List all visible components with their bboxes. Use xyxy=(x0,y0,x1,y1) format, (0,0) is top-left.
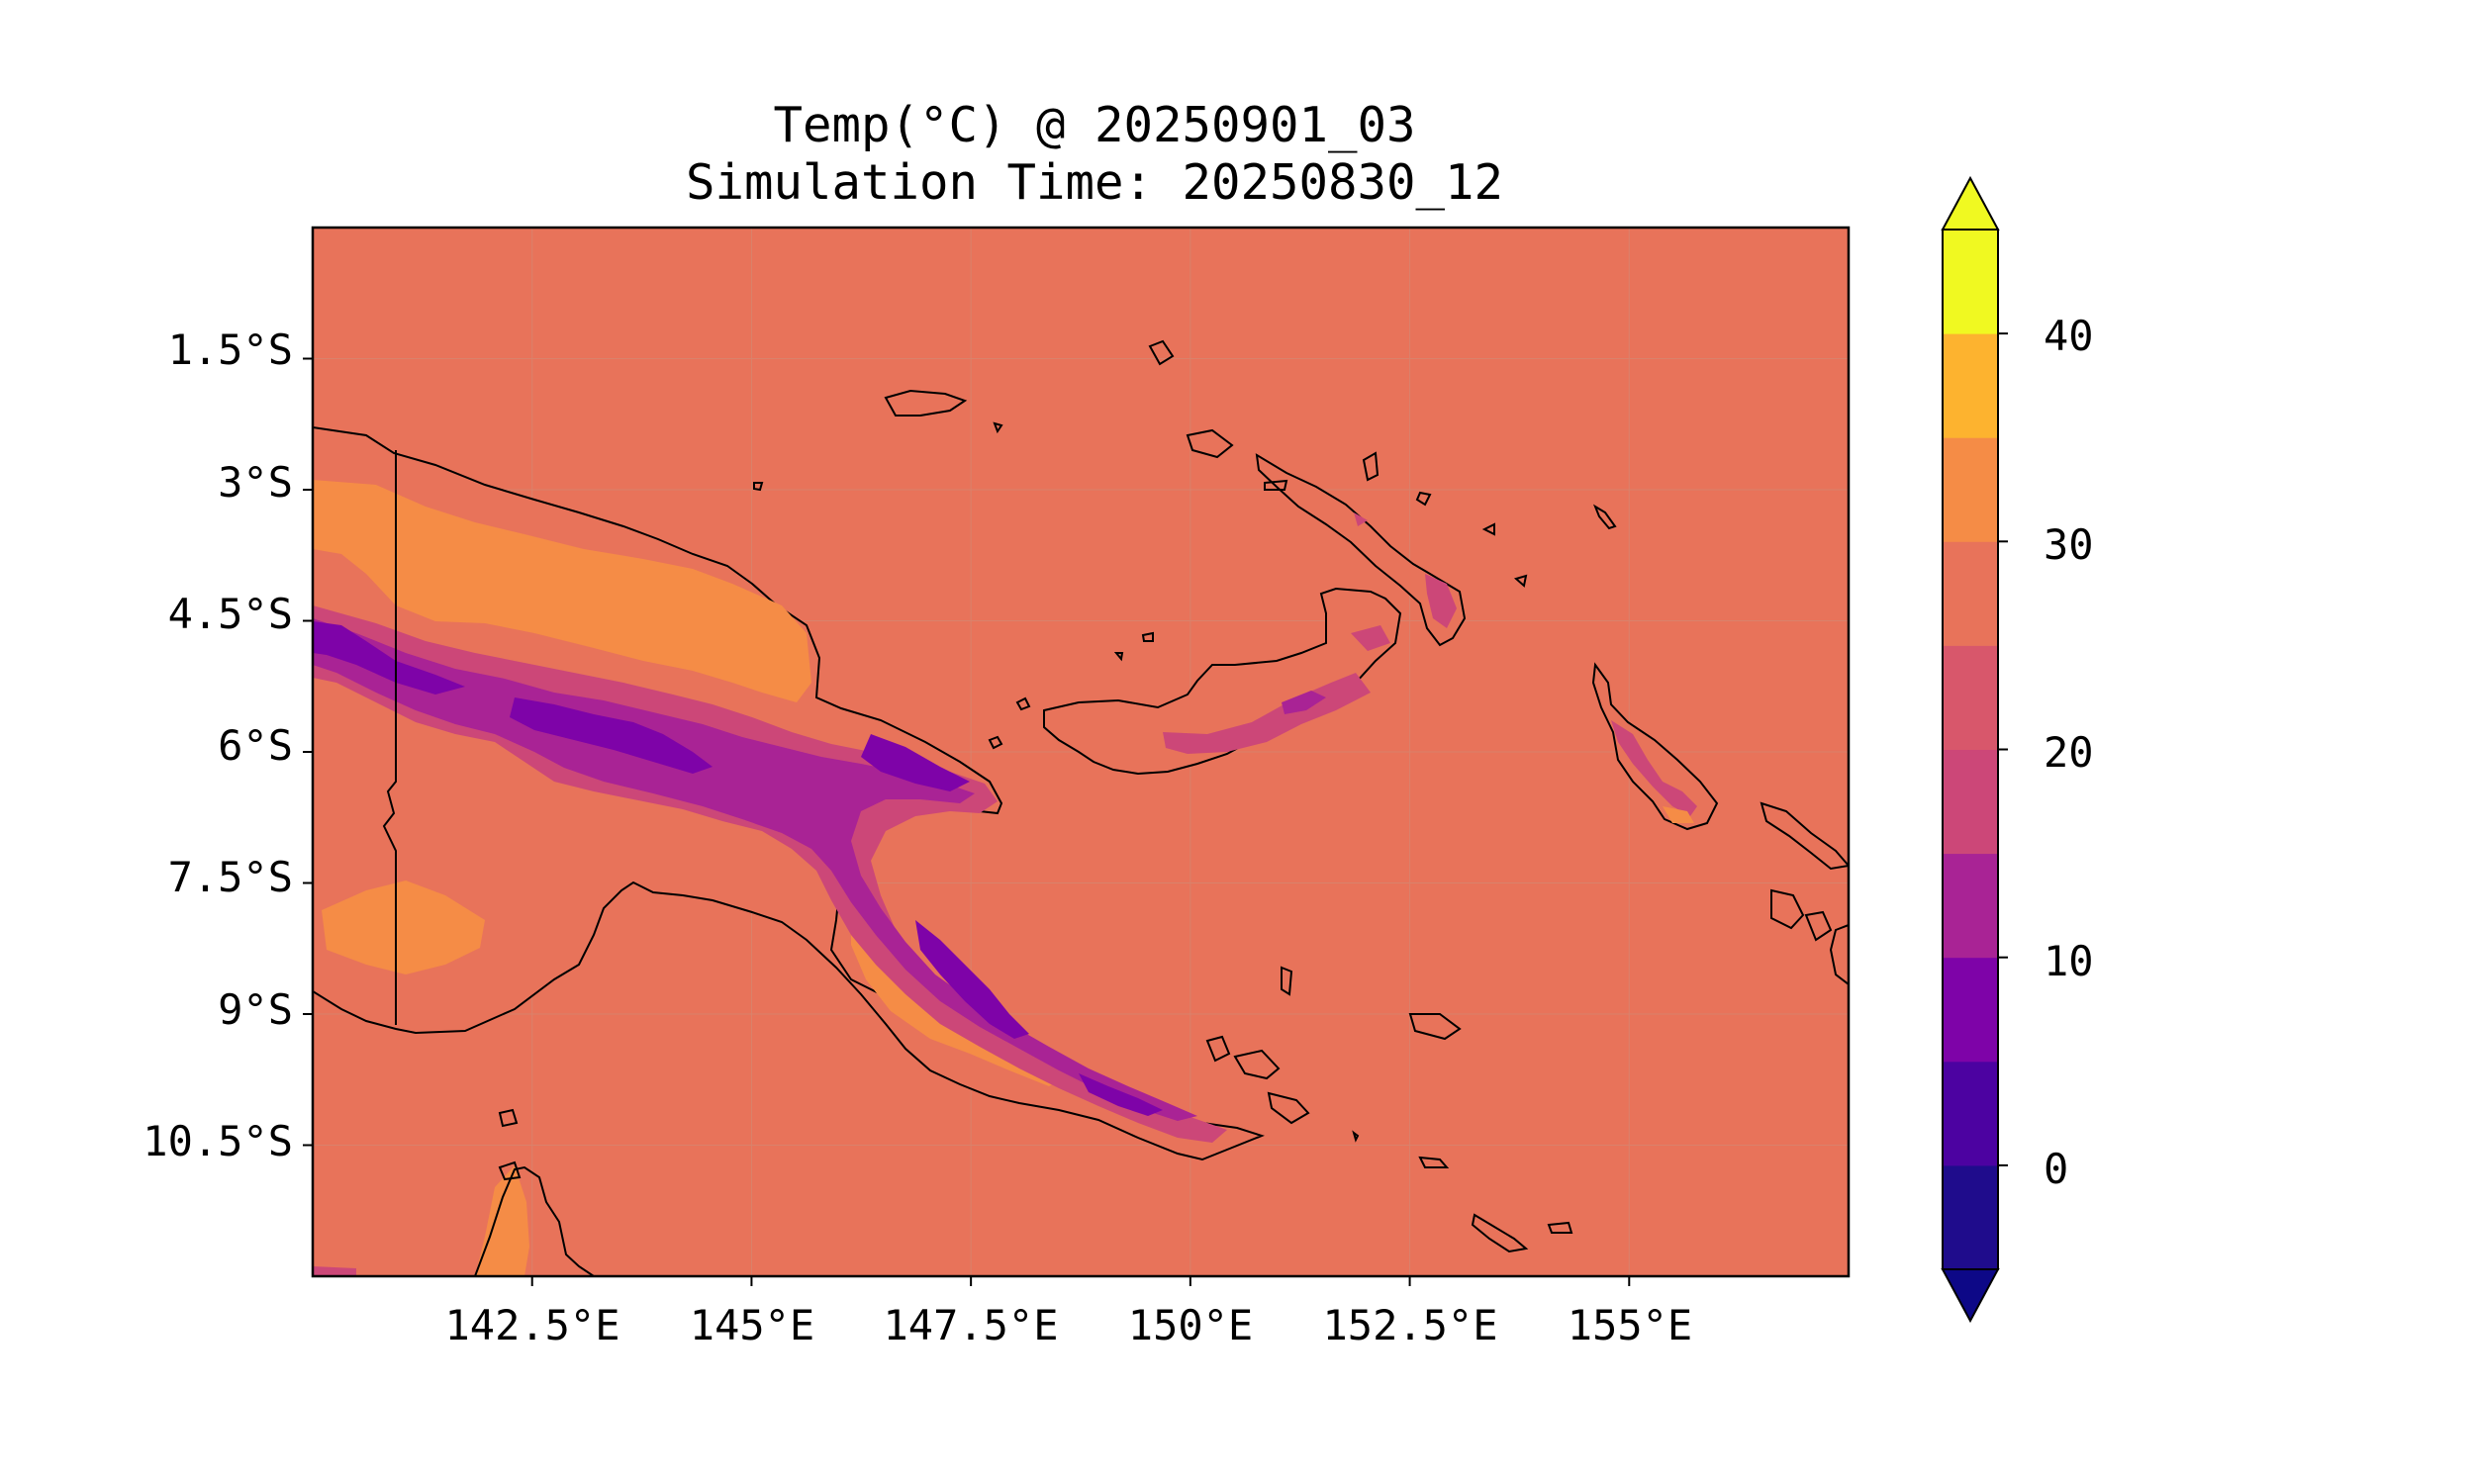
international-border xyxy=(382,450,397,1025)
violet-streak-tail xyxy=(1079,1073,1163,1116)
lon-tick-label: 150°E xyxy=(1127,1301,1254,1349)
violet-streak-peninsula xyxy=(915,920,1029,1039)
mussau-island xyxy=(1148,339,1175,366)
lat-tick-label: 7.5°S xyxy=(167,853,293,901)
new-hanover-island xyxy=(1264,479,1288,491)
purple-ridge-core xyxy=(313,618,1197,1121)
new-britain-ridge-core xyxy=(1282,691,1326,714)
colorbar-segment xyxy=(1943,541,1998,646)
new-britain-north-ridge xyxy=(1351,625,1390,651)
colorbar-tick-label: 10 xyxy=(2044,937,2094,985)
lon-tick-label: 145°E xyxy=(689,1301,815,1349)
colorbar-segment xyxy=(1943,437,1998,542)
colorbar-tick-label: 0 xyxy=(2044,1145,2069,1193)
lat-tick-label: 9°S xyxy=(218,985,293,1034)
louisiade-islands xyxy=(1418,1156,1573,1253)
lon-tick-label: 147.5°E xyxy=(883,1301,1059,1349)
chart-title: Temp(°C) @ 20250901_03 xyxy=(773,97,1416,153)
colorbar-segment xyxy=(1943,749,1998,855)
new-britain-island xyxy=(1043,587,1402,776)
cape-york-coastline xyxy=(474,1165,595,1276)
lon-tick-label: 155°E xyxy=(1567,1301,1693,1349)
bougainville-island xyxy=(1591,662,1719,831)
colorbar-segment xyxy=(1943,957,1998,1063)
lon-tick-label: 152.5°E xyxy=(1322,1301,1498,1349)
bougainville-orange-tip xyxy=(1663,806,1694,823)
emirau-island xyxy=(1186,428,1234,459)
manus-island xyxy=(884,389,968,417)
colorbar-segment xyxy=(1943,645,1998,750)
violet-streak-east xyxy=(861,734,970,791)
violet-streak-west xyxy=(313,621,465,695)
orange-cape-york xyxy=(475,1165,529,1276)
bougainville-ridge xyxy=(1611,720,1697,816)
small-islets xyxy=(498,421,1360,1181)
new-britain-ridge xyxy=(1163,673,1371,754)
colorbar-segment xyxy=(1943,853,1998,959)
lat-tick-label: 1.5°S xyxy=(167,325,293,374)
dentrecasteaux-islands xyxy=(1205,1035,1310,1125)
chart-subtitle: Simulation Time: 20250830_12 xyxy=(685,154,1503,211)
lat-tick-label: 4.5°S xyxy=(167,590,293,638)
lon-tick-label: 142.5°E xyxy=(444,1301,620,1349)
orange-south-lowland xyxy=(322,881,485,974)
lihir-islands xyxy=(1362,451,1528,588)
axis-ticks xyxy=(303,357,1631,1286)
guadalcanal-island xyxy=(1770,888,1849,986)
orange-lowland-band xyxy=(313,480,811,702)
colorbar-segment xyxy=(1943,230,1998,334)
buka-island xyxy=(1592,504,1617,530)
santa-isabel-island xyxy=(1760,801,1849,871)
colorbar-extend-max xyxy=(1941,175,2000,231)
colorbar-segment xyxy=(1943,1061,1998,1166)
trobriand-islands xyxy=(1281,966,1462,1041)
colorbar-extend-min xyxy=(1941,1268,2000,1324)
lat-tick-label: 3°S xyxy=(218,458,293,507)
map-panel xyxy=(303,226,1851,1286)
new-ireland-ridge xyxy=(1354,512,1457,628)
colorbar-tick-label: 40 xyxy=(2044,312,2094,360)
colorbar-segment xyxy=(1943,1164,1998,1270)
colorbar xyxy=(1941,175,2008,1324)
temperature-field xyxy=(313,339,1849,1276)
southwest-edge-ridge xyxy=(313,1266,356,1276)
lat-tick-label: 10.5°S xyxy=(143,1117,293,1165)
colorbar-segment xyxy=(1943,333,1998,438)
colorbar-tick-label: 30 xyxy=(2044,520,2094,569)
violet-streak-central xyxy=(510,697,713,774)
lat-tick-label: 6°S xyxy=(218,721,293,770)
colorbar-tick-label: 20 xyxy=(2044,728,2094,777)
